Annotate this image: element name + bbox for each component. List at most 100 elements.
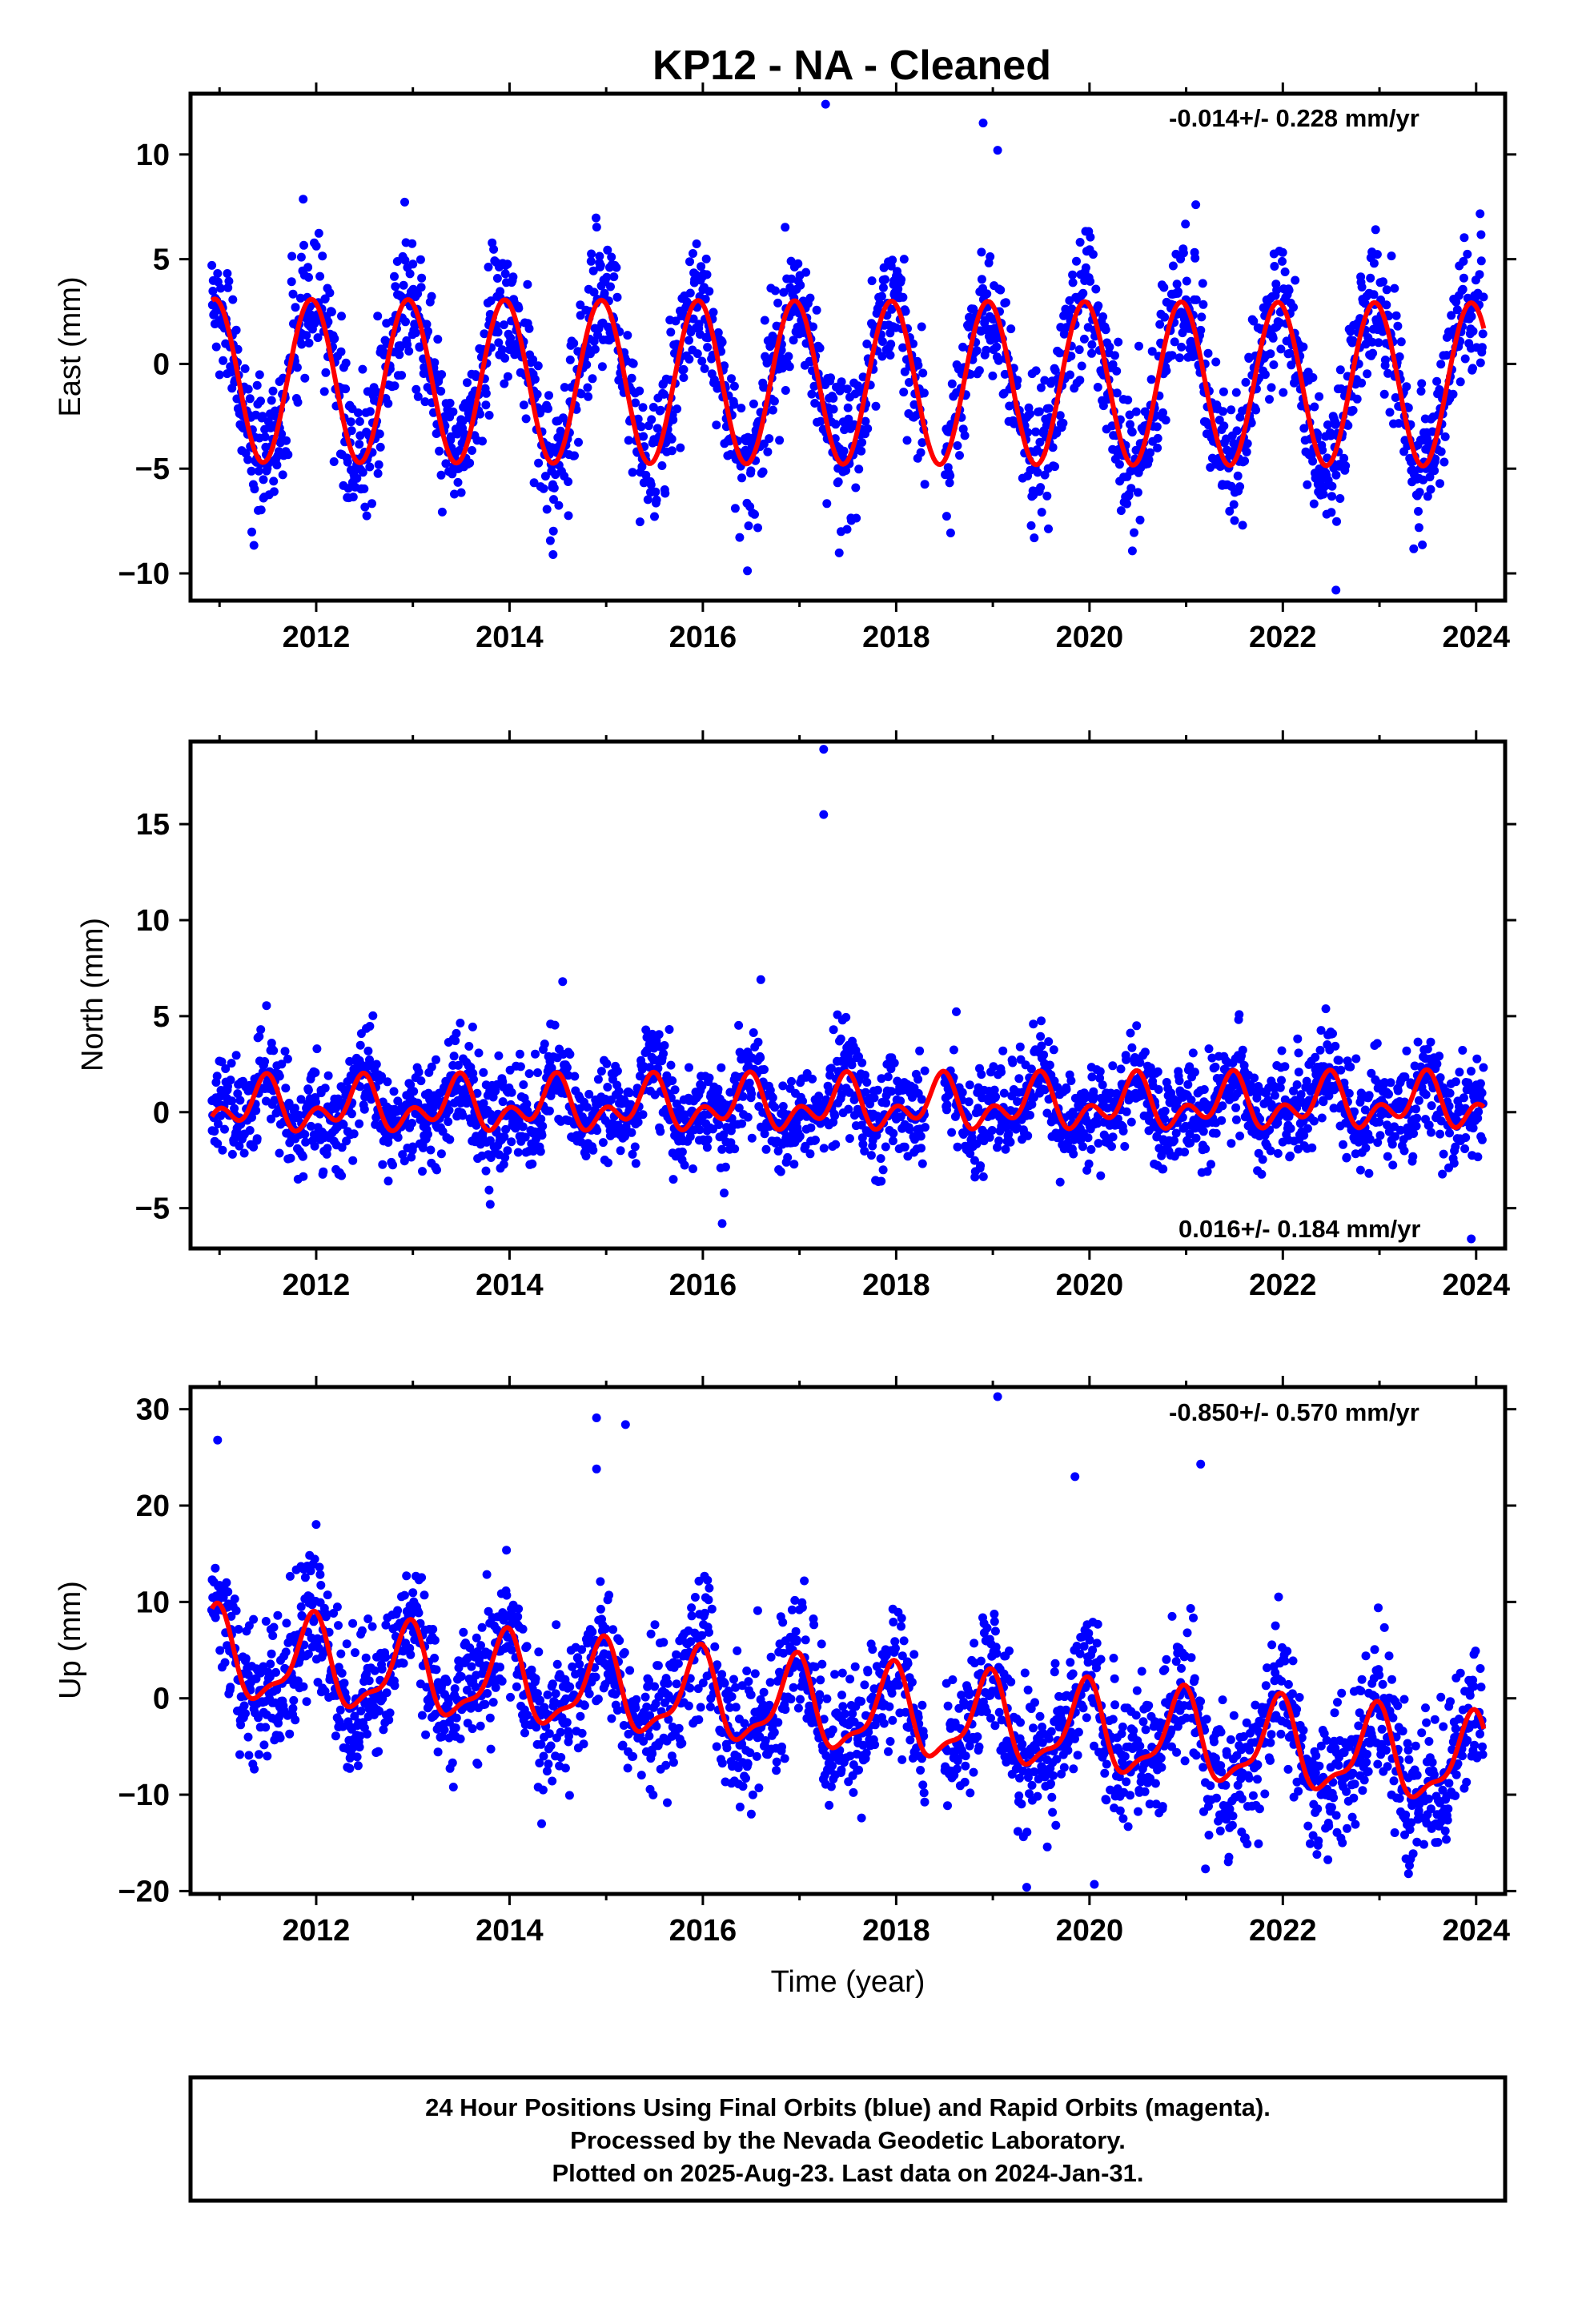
east-data-point	[296, 252, 306, 262]
east-data-point	[1050, 462, 1059, 472]
east-data-point	[667, 434, 677, 444]
east-data-point	[554, 501, 564, 510]
north-model-line	[210, 1067, 1486, 1134]
east-outlier-point	[821, 99, 830, 109]
north-data-point	[1280, 1095, 1290, 1104]
north-data-point	[826, 1063, 836, 1073]
north-data-point	[451, 1036, 460, 1046]
east-data-point	[1352, 394, 1362, 404]
north-data-point	[286, 1153, 295, 1163]
east-data-point	[399, 280, 408, 290]
east-data-point	[1112, 366, 1122, 376]
east-data-point	[231, 325, 241, 335]
east-data-point	[484, 411, 494, 420]
east-data-point	[493, 328, 503, 337]
east-data-point	[702, 270, 712, 279]
up-data-point	[268, 1631, 278, 1640]
north-data-point	[252, 1134, 262, 1144]
north-data-point	[873, 1085, 882, 1095]
east-data-point	[1476, 358, 1485, 368]
up-data-point	[211, 1563, 220, 1573]
east-data-point	[1478, 329, 1488, 339]
north-data-point	[1122, 1107, 1131, 1116]
east-data-point	[1219, 407, 1227, 416]
north-data-point	[877, 1074, 886, 1084]
north-data-point	[337, 1171, 347, 1180]
east-data-point	[1431, 454, 1440, 464]
east-data-point	[673, 404, 682, 414]
east-data-point	[785, 362, 794, 372]
east-data-point	[247, 527, 256, 537]
east-data-point	[1134, 341, 1143, 351]
north-data-point	[1316, 1026, 1326, 1035]
east-data-point	[1054, 348, 1064, 358]
north-data-point	[1252, 1093, 1262, 1103]
east-data-point	[523, 279, 532, 289]
east-data-point	[781, 223, 790, 232]
north-data-point	[233, 1089, 243, 1099]
north-data-point	[383, 1077, 392, 1087]
east-data-point	[500, 353, 510, 363]
east-data-point	[1247, 418, 1256, 428]
north-data-point	[776, 1167, 785, 1176]
north-data-point	[805, 1149, 815, 1159]
east-data-point	[689, 249, 697, 258]
north-data-point	[1393, 1086, 1403, 1096]
east-data-point	[1034, 407, 1044, 416]
east-data-point	[727, 374, 736, 384]
east-data-point	[646, 480, 656, 489]
north-data-point	[1211, 1128, 1221, 1138]
north-data-point	[1476, 1079, 1485, 1088]
east-data-point	[481, 400, 491, 410]
east-data-point	[565, 355, 575, 364]
north-x-tick-label: 2018	[862, 1269, 930, 1302]
east-data-point	[1153, 443, 1162, 452]
east-data-point	[408, 239, 417, 248]
up-data-point	[269, 1622, 279, 1632]
east-data-point	[1468, 364, 1477, 373]
north-data-point	[1096, 1171, 1106, 1180]
north-data-point	[424, 1129, 432, 1139]
north-data-point	[432, 1165, 441, 1175]
east-data-point	[972, 346, 982, 356]
north-data-point	[312, 1044, 322, 1054]
east-data-point	[302, 331, 311, 340]
north-data-point	[295, 1111, 304, 1120]
east-outlier-point	[1191, 200, 1201, 210]
east-data-point	[1287, 360, 1296, 370]
east-data-point	[1093, 383, 1102, 392]
north-data-point	[533, 1068, 542, 1077]
east-data-point	[1479, 292, 1488, 302]
east-data-point	[390, 271, 399, 281]
east-data-point	[947, 379, 957, 388]
north-data-point	[656, 1127, 665, 1136]
up-data-point	[226, 1683, 235, 1692]
east-data-point	[549, 483, 559, 493]
east-data-point	[1369, 290, 1379, 300]
east-data-point	[602, 272, 612, 282]
north-data-point	[320, 1084, 330, 1093]
north-data-point	[1427, 1128, 1435, 1137]
east-data-point	[318, 251, 327, 261]
east-data-point	[1310, 402, 1319, 412]
east-data-point	[1327, 508, 1336, 517]
north-data-point	[1160, 1106, 1170, 1116]
north-data-point	[1188, 1048, 1198, 1058]
east-data-point	[1160, 312, 1170, 322]
east-y-tick-label: −10	[118, 557, 170, 591]
east-data-point	[885, 351, 895, 360]
east-data-point	[330, 334, 339, 344]
north-data-point	[1438, 1169, 1447, 1179]
north-data-point	[887, 1087, 896, 1096]
north-data-point	[384, 1132, 394, 1141]
north-x-tick-label: 2016	[669, 1269, 737, 1302]
east-data-point	[735, 533, 745, 542]
east-data-point	[390, 381, 400, 391]
east-data-point	[403, 340, 412, 349]
east-data-point	[867, 276, 877, 286]
north-data-point	[1231, 1115, 1241, 1124]
north-data-point	[1013, 1097, 1022, 1106]
east-data-point	[1448, 389, 1458, 399]
east-data-point	[1055, 411, 1065, 420]
